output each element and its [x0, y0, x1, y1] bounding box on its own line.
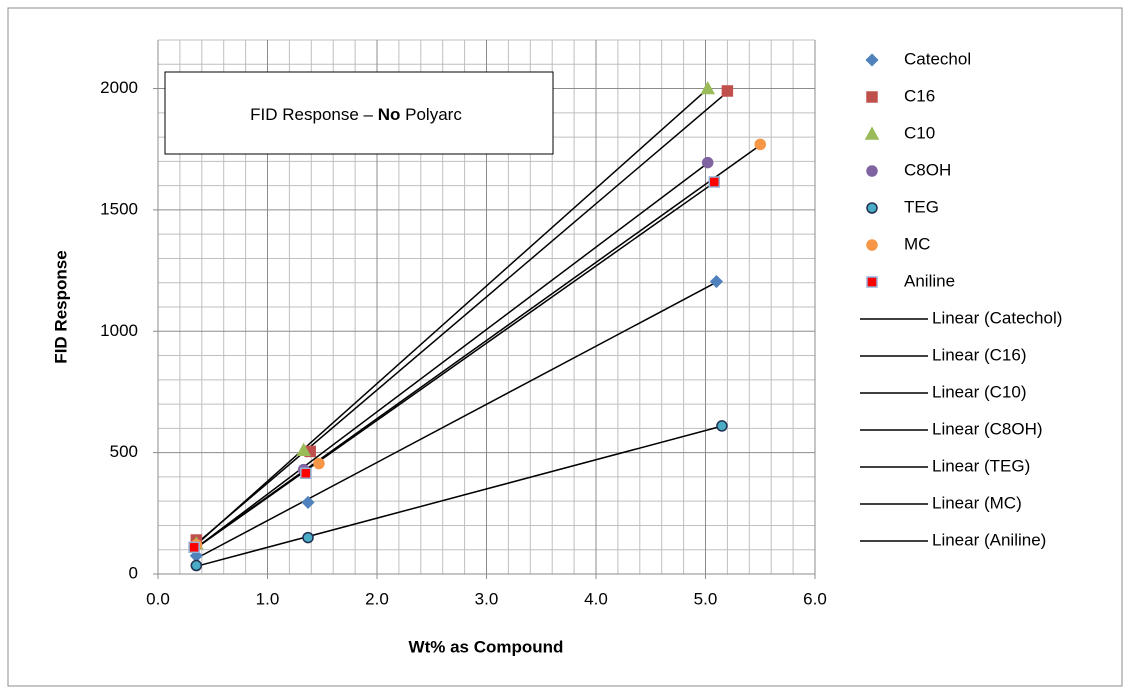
marker	[716, 420, 728, 432]
legend-marker	[866, 276, 878, 288]
trendline	[195, 88, 709, 546]
legend-label: C8OH	[904, 160, 951, 179]
legend-label: C10	[904, 123, 935, 142]
legend-label: Linear (MC)	[932, 493, 1022, 512]
trendline	[195, 91, 728, 545]
marker	[721, 85, 734, 97]
x-tick-label: 1.0	[256, 589, 280, 608]
legend-label: C16	[904, 86, 935, 105]
trendline	[195, 144, 761, 549]
marker	[301, 495, 315, 509]
marker	[296, 442, 311, 456]
annotation-run: No	[378, 105, 401, 124]
marker	[754, 138, 766, 151]
legend-label: Linear (TEG)	[932, 456, 1030, 475]
marker	[302, 531, 314, 544]
x-tick-label: 5.0	[694, 589, 718, 608]
marker	[708, 176, 721, 188]
marker	[300, 467, 312, 480]
annotation-box	[164, 71, 554, 155]
legend-label: Linear (C16)	[932, 345, 1027, 364]
x-tick-label: 0.0	[146, 589, 170, 608]
y-tick-label: 500	[110, 442, 138, 461]
marker	[313, 457, 325, 470]
marker	[700, 80, 715, 95]
legend-label: Aniline	[904, 271, 955, 290]
annotation-run: FID Response –	[250, 105, 378, 124]
legend-label: TEG	[904, 197, 939, 216]
x-tick-label: 3.0	[475, 589, 499, 608]
y-axis-label: FID Response	[51, 250, 70, 363]
marker	[701, 156, 714, 169]
legend-label: Catechol	[904, 49, 971, 68]
trendline	[193, 162, 709, 550]
legend-marker	[866, 165, 878, 177]
marker	[709, 274, 724, 289]
x-tick-label: 2.0	[365, 589, 389, 608]
marker	[188, 541, 200, 554]
trendline	[195, 281, 717, 560]
y-tick-label: 0	[129, 563, 138, 582]
y-tick-label: 2000	[100, 78, 138, 97]
x-tick-label: 6.0	[803, 589, 827, 608]
annotation-run: Polyarc	[400, 105, 462, 124]
legend-marker	[866, 239, 878, 251]
annotation: FID Response – No Polyarc	[250, 105, 462, 124]
legend-label: MC	[904, 234, 930, 253]
trendline	[196, 425, 723, 568]
x-axis-label: Wt% as Compound	[409, 637, 564, 656]
legend-label: Linear (Catechol)	[932, 308, 1062, 327]
legend-marker	[866, 202, 878, 214]
x-tick-label: 4.0	[584, 589, 608, 608]
legend-label: Linear (C10)	[932, 382, 1027, 401]
y-tick-label: 1000	[100, 321, 138, 340]
legend-label: Linear (C8OH)	[932, 419, 1043, 438]
marker	[190, 559, 203, 572]
trendline	[193, 181, 715, 550]
legend-marker	[866, 91, 878, 103]
legend-label: Linear (Aniline)	[932, 530, 1046, 549]
legend-marker	[865, 53, 879, 67]
legend-marker	[864, 126, 880, 140]
y-tick-label: 1500	[100, 199, 138, 218]
